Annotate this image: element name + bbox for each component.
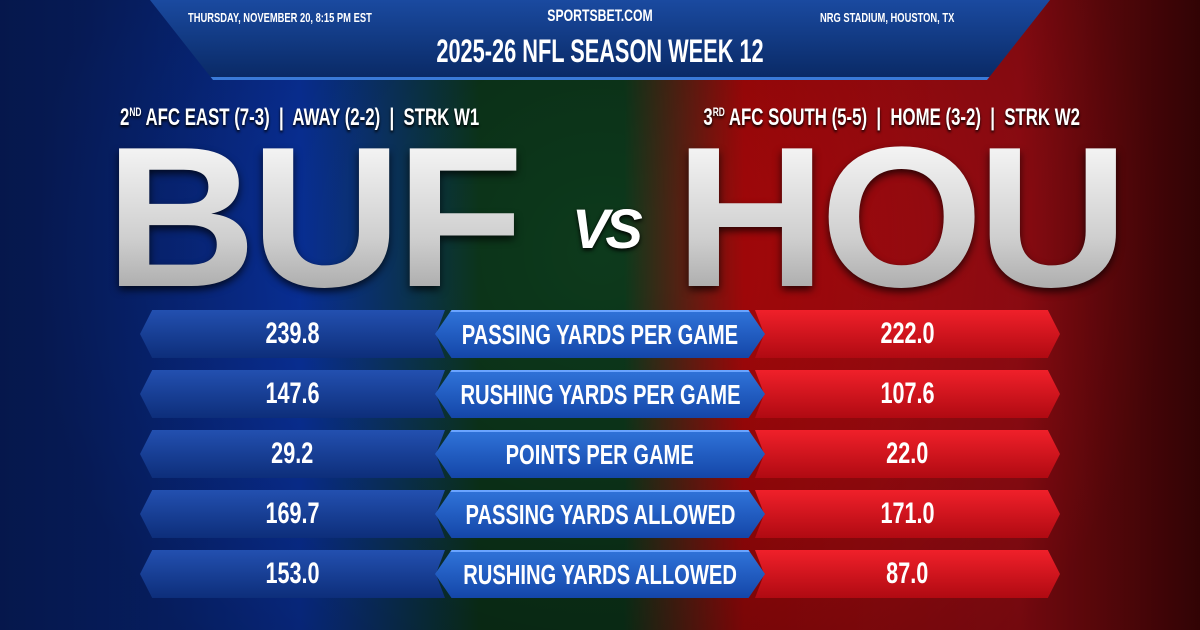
stat-label-cell: RUSHING YARDS ALLOWED <box>435 550 765 598</box>
stat-label-cell: RUSHING YARDS PER GAME <box>435 370 765 418</box>
home-value-cell: 107.6 <box>755 370 1060 418</box>
home-record: 3RD AFC SOUTH (5-5) | HOME (3-2) | STRK … <box>703 104 1080 131</box>
stat-row: 29.2 22.0 POINTS PER GAME <box>0 430 1200 478</box>
home-value-cell: 22.0 <box>755 430 1060 478</box>
away-value: 169.7 <box>265 497 320 530</box>
stat-row: 153.0 87.0 RUSHING YARDS ALLOWED <box>0 550 1200 598</box>
page-title: 2025-26 NFL SEASON WEEK 12 <box>436 33 764 69</box>
vs-label: VS <box>572 197 643 260</box>
stat-label-cell: PASSING YARDS PER GAME <box>435 310 765 358</box>
stat-label: PASSING YARDS PER GAME <box>461 319 739 350</box>
away-team-abbr: BUF <box>105 106 524 329</box>
away-value-cell: 29.2 <box>140 430 445 478</box>
away-value: 153.0 <box>265 557 320 590</box>
header-banner <box>150 0 1050 80</box>
home-value-cell: 222.0 <box>755 310 1060 358</box>
site-name: SPORTSBET.COM <box>547 6 653 25</box>
game-date: THURSDAY, NOVEMBER 20, 8:15 PM EST <box>188 10 372 25</box>
home-value: 171.0 <box>880 497 935 530</box>
away-value: 147.6 <box>265 377 320 410</box>
stat-row: 239.8 222.0 PASSING YARDS PER GAME <box>0 310 1200 358</box>
stat-label: PASSING YARDS ALLOWED <box>465 499 735 530</box>
stat-label: RUSHING YARDS PER GAME <box>459 379 741 410</box>
stat-label: POINTS PER GAME <box>505 439 695 470</box>
away-value-cell: 169.7 <box>140 490 445 538</box>
home-value-cell: 87.0 <box>755 550 1060 598</box>
stat-label: RUSHING YARDS ALLOWED <box>463 559 737 590</box>
away-value: 239.8 <box>265 317 320 350</box>
home-value: 222.0 <box>880 317 935 350</box>
away-value-cell: 147.6 <box>140 370 445 418</box>
home-value-cell: 171.0 <box>755 490 1060 538</box>
away-value-cell: 239.8 <box>140 310 445 358</box>
stat-label-cell: PASSING YARDS ALLOWED <box>435 490 765 538</box>
home-value: 87.0 <box>886 557 929 590</box>
stat-row: 169.7 171.0 PASSING YARDS ALLOWED <box>0 490 1200 538</box>
stat-row: 147.6 107.6 RUSHING YARDS PER GAME <box>0 370 1200 418</box>
home-team-abbr: HOU <box>674 106 1128 329</box>
away-record: 2ND AFC EAST (7-3) | AWAY (2-2) | STRK W… <box>120 104 479 131</box>
venue: NRG STADIUM, HOUSTON, TX <box>820 10 955 25</box>
away-value: 29.2 <box>271 437 314 470</box>
home-value: 107.6 <box>880 377 935 410</box>
away-value-cell: 153.0 <box>140 550 445 598</box>
stat-label-cell: POINTS PER GAME <box>435 430 765 478</box>
home-value: 22.0 <box>886 437 929 470</box>
